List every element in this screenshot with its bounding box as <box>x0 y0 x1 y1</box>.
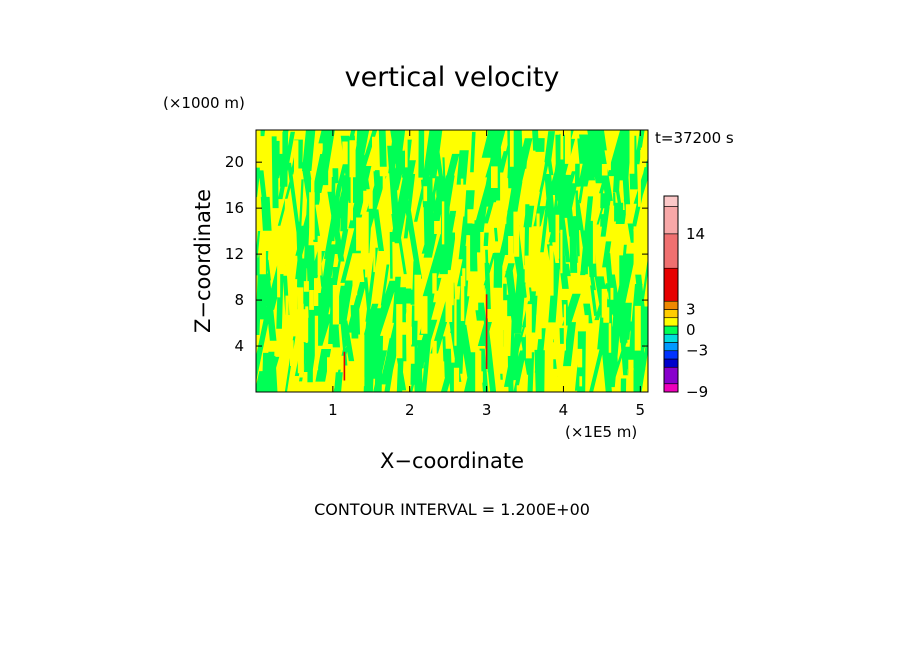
colorbar-segment <box>663 206 679 235</box>
field-streaks <box>256 130 648 392</box>
colorbar-label: −9 <box>686 383 708 401</box>
colorbar-segment <box>663 333 679 343</box>
y-tick-label: 20 <box>225 153 244 171</box>
colorbar-segment <box>663 342 679 352</box>
x-axis: 1 2 3 4 5 <box>328 130 645 419</box>
colorbar-segment <box>663 383 679 393</box>
colorbar-segment <box>663 195 679 207</box>
colorbar-segment <box>663 309 679 319</box>
colorbar-label: 3 <box>686 300 696 318</box>
green-streaks <box>256 130 648 392</box>
x-axis-label: X−coordinate <box>380 449 524 473</box>
y-tick-label: 16 <box>225 199 244 217</box>
plot-frame <box>255 129 649 393</box>
x-tick-label: 4 <box>559 401 569 419</box>
time-label: t=37200 s <box>655 129 734 147</box>
plot-area <box>255 129 649 393</box>
x-tick-label: 2 <box>405 401 415 419</box>
x-tick-label: 1 <box>328 401 338 419</box>
colorbar-segment <box>663 267 679 302</box>
colorbar-label: 14 <box>686 225 705 243</box>
colorbar-label: 0 <box>686 321 696 339</box>
colorbar-frame <box>663 195 679 393</box>
colorbar-segment <box>663 300 679 310</box>
y-tick-label: 4 <box>234 337 244 355</box>
colorbar-label: −3 <box>686 342 708 360</box>
y-axis-label: Z−coordinate <box>191 189 215 333</box>
colorbar-segment <box>663 325 679 335</box>
y-tick-label: 12 <box>225 245 244 263</box>
field-spikes <box>343 294 488 381</box>
colorbar-segment <box>663 358 679 368</box>
y-axis: 4 8 12 16 20 <box>225 153 648 355</box>
yellow-streaks <box>256 130 648 392</box>
contour-interval-label: CONTOUR INTERVAL = 1.200E+00 <box>314 500 590 519</box>
x-unit-label: (×1E5 m) <box>565 423 637 441</box>
colorbar-segment <box>663 317 679 327</box>
colorbar-segment <box>663 350 679 360</box>
colorbar-segment <box>663 233 679 269</box>
x-tick-label: 5 <box>636 401 646 419</box>
colorbar: 14 3 0 −3 −9 <box>663 195 708 401</box>
x-tick-label: 3 <box>482 401 492 419</box>
chart-title: vertical velocity <box>345 62 560 93</box>
colorbar-segment <box>663 366 679 385</box>
y-unit-label: (×1000 m) <box>163 94 245 112</box>
y-tick-label: 8 <box>234 291 244 309</box>
